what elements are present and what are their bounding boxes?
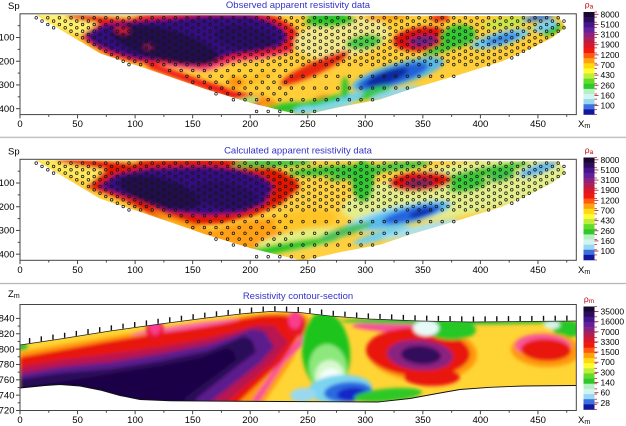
svg-text:400: 400 (472, 119, 488, 130)
svg-text:450: 450 (530, 265, 546, 276)
svg-text:300: 300 (357, 119, 373, 130)
svg-text:100: 100 (601, 101, 615, 111)
svg-text:820: 820 (0, 329, 15, 340)
svg-text:ρa: ρa (585, 145, 594, 156)
svg-text:200: 200 (242, 265, 258, 276)
svg-text:100: 100 (0, 178, 15, 189)
svg-text:Zm: Zm (8, 289, 20, 300)
svg-text:350: 350 (415, 119, 431, 130)
svg-text:800: 800 (0, 344, 15, 355)
svg-text:Resistivity contour-section: Resistivity contour-section (243, 291, 353, 302)
svg-text:8000: 8000 (601, 155, 620, 165)
svg-text:150: 150 (185, 415, 201, 426)
svg-text:740: 740 (0, 390, 15, 401)
svg-text:300: 300 (0, 80, 15, 91)
svg-text:700: 700 (601, 206, 615, 216)
svg-text:5100: 5100 (601, 19, 620, 29)
svg-text:200: 200 (242, 119, 258, 130)
svg-text:60: 60 (601, 388, 611, 398)
svg-text:100: 100 (127, 119, 143, 130)
svg-text:0: 0 (17, 265, 22, 276)
svg-text:780: 780 (0, 360, 15, 371)
svg-text:400: 400 (0, 249, 15, 260)
svg-text:700: 700 (601, 60, 615, 70)
svg-text:250: 250 (300, 415, 316, 426)
svg-text:160: 160 (601, 90, 615, 100)
svg-text:150: 150 (185, 265, 201, 276)
svg-text:400: 400 (0, 104, 15, 115)
svg-text:200: 200 (0, 56, 15, 67)
svg-text:1900: 1900 (601, 40, 620, 50)
svg-text:250: 250 (300, 265, 316, 276)
svg-text:Calculated apparent resistivit: Calculated apparent resistivity data (224, 146, 373, 157)
svg-text:Xm: Xm (578, 265, 590, 276)
svg-text:100: 100 (127, 265, 143, 276)
svg-text:430: 430 (601, 70, 615, 80)
svg-text:Sp: Sp (8, 1, 20, 12)
svg-text:260: 260 (601, 226, 615, 236)
svg-text:450: 450 (530, 415, 546, 426)
svg-text:400: 400 (472, 415, 488, 426)
svg-text:150: 150 (185, 119, 201, 130)
svg-text:160: 160 (601, 236, 615, 246)
svg-text:300: 300 (601, 367, 615, 377)
svg-text:Xm: Xm (578, 119, 590, 130)
svg-text:200: 200 (242, 415, 258, 426)
svg-text:28: 28 (601, 398, 611, 408)
svg-text:16000: 16000 (601, 317, 625, 327)
svg-text:1200: 1200 (601, 50, 620, 60)
svg-text:Observed apparent resistivity: Observed apparent resistivity data (226, 0, 371, 11)
svg-text:Sp: Sp (8, 146, 20, 157)
svg-text:0: 0 (17, 119, 22, 130)
svg-text:50: 50 (72, 119, 83, 130)
svg-text:Xm: Xm (578, 415, 590, 426)
svg-text:140: 140 (601, 378, 615, 388)
svg-text:1200: 1200 (601, 195, 620, 205)
svg-text:430: 430 (601, 216, 615, 226)
svg-text:50: 50 (72, 265, 83, 276)
svg-text:760: 760 (0, 375, 15, 386)
svg-text:ρm: ρm (584, 294, 594, 305)
svg-text:700: 700 (601, 357, 615, 367)
svg-text:260: 260 (601, 80, 615, 90)
svg-text:7000: 7000 (601, 327, 620, 337)
svg-text:0: 0 (17, 415, 22, 426)
svg-text:450: 450 (530, 119, 546, 130)
svg-text:300: 300 (357, 415, 373, 426)
svg-text:300: 300 (0, 226, 15, 237)
svg-text:400: 400 (472, 265, 488, 276)
svg-text:5100: 5100 (601, 165, 620, 175)
svg-text:350: 350 (415, 415, 431, 426)
svg-text:8000: 8000 (601, 9, 620, 19)
svg-text:720: 720 (0, 406, 15, 417)
svg-text:100: 100 (601, 246, 615, 256)
svg-text:3100: 3100 (601, 175, 620, 185)
svg-text:1500: 1500 (601, 347, 620, 357)
svg-text:100: 100 (0, 33, 15, 44)
svg-text:250: 250 (300, 119, 316, 130)
svg-text:100: 100 (127, 415, 143, 426)
svg-text:840: 840 (0, 314, 15, 325)
svg-text:3100: 3100 (601, 30, 620, 40)
svg-text:ρa: ρa (585, 0, 594, 11)
svg-text:3300: 3300 (601, 337, 620, 347)
svg-text:300: 300 (357, 265, 373, 276)
svg-text:1900: 1900 (601, 185, 620, 195)
svg-text:50: 50 (72, 415, 83, 426)
svg-text:350: 350 (415, 265, 431, 276)
svg-text:35000: 35000 (601, 307, 625, 317)
svg-text:200: 200 (0, 202, 15, 213)
